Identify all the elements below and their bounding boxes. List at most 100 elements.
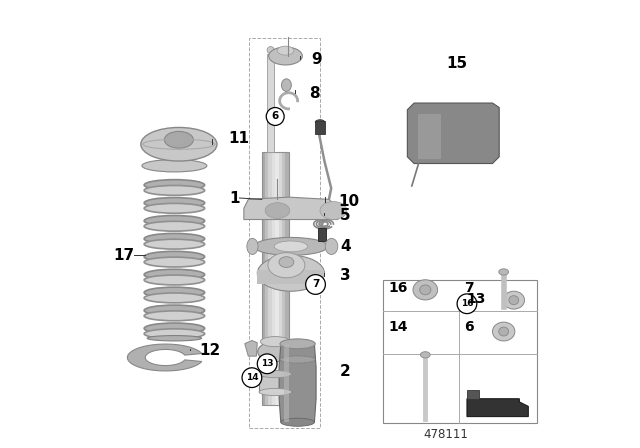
- Ellipse shape: [144, 257, 205, 267]
- Ellipse shape: [144, 305, 205, 316]
- Ellipse shape: [144, 185, 205, 195]
- Polygon shape: [272, 152, 275, 405]
- Text: 17: 17: [113, 248, 134, 263]
- Ellipse shape: [499, 327, 509, 336]
- Ellipse shape: [265, 202, 290, 218]
- Ellipse shape: [260, 336, 290, 347]
- Ellipse shape: [144, 203, 205, 213]
- Ellipse shape: [144, 221, 205, 231]
- Text: 5: 5: [340, 207, 351, 223]
- Ellipse shape: [144, 275, 205, 285]
- Ellipse shape: [144, 198, 205, 208]
- Text: 14: 14: [388, 320, 408, 334]
- Ellipse shape: [277, 46, 294, 55]
- Polygon shape: [467, 390, 479, 399]
- Ellipse shape: [316, 120, 324, 125]
- Text: 10: 10: [338, 194, 359, 209]
- Text: 14: 14: [246, 373, 258, 382]
- Text: 13: 13: [261, 359, 273, 368]
- Ellipse shape: [280, 356, 316, 363]
- Polygon shape: [257, 270, 324, 284]
- Polygon shape: [275, 152, 278, 405]
- Text: 8: 8: [308, 86, 319, 101]
- Polygon shape: [244, 197, 338, 220]
- Polygon shape: [407, 103, 499, 164]
- Ellipse shape: [503, 291, 525, 309]
- Text: 7: 7: [312, 280, 319, 289]
- Ellipse shape: [144, 329, 205, 339]
- Polygon shape: [318, 228, 326, 241]
- Ellipse shape: [282, 79, 291, 91]
- Ellipse shape: [281, 418, 314, 426]
- Polygon shape: [259, 374, 291, 392]
- Circle shape: [242, 368, 262, 388]
- Text: 16: 16: [461, 299, 473, 308]
- Ellipse shape: [144, 180, 205, 190]
- Text: 1: 1: [229, 190, 239, 206]
- Text: 12: 12: [199, 343, 220, 358]
- Ellipse shape: [144, 323, 205, 334]
- Polygon shape: [282, 152, 285, 405]
- Polygon shape: [467, 399, 529, 417]
- Polygon shape: [265, 152, 269, 405]
- Polygon shape: [284, 344, 289, 422]
- Ellipse shape: [279, 257, 294, 267]
- Ellipse shape: [269, 47, 302, 65]
- Polygon shape: [383, 280, 538, 423]
- Polygon shape: [418, 114, 441, 159]
- Ellipse shape: [268, 253, 305, 278]
- Text: 2: 2: [340, 364, 351, 379]
- Ellipse shape: [259, 370, 291, 378]
- Ellipse shape: [144, 293, 205, 303]
- Ellipse shape: [247, 238, 258, 254]
- Ellipse shape: [144, 311, 205, 321]
- Ellipse shape: [144, 287, 205, 298]
- Ellipse shape: [280, 339, 316, 349]
- Ellipse shape: [147, 336, 202, 341]
- Ellipse shape: [420, 285, 431, 295]
- Ellipse shape: [493, 322, 515, 341]
- Ellipse shape: [275, 241, 307, 252]
- Text: 4: 4: [340, 239, 351, 254]
- Text: 6: 6: [464, 320, 474, 334]
- Text: 6: 6: [271, 112, 279, 121]
- Circle shape: [257, 354, 277, 374]
- Circle shape: [306, 275, 325, 294]
- Ellipse shape: [267, 47, 275, 54]
- Polygon shape: [316, 121, 324, 134]
- Ellipse shape: [258, 341, 292, 362]
- Polygon shape: [269, 152, 272, 405]
- Text: 9: 9: [311, 52, 322, 67]
- Ellipse shape: [259, 388, 291, 396]
- Ellipse shape: [509, 296, 518, 305]
- Text: 16: 16: [388, 281, 408, 295]
- Text: 3: 3: [340, 268, 351, 283]
- Polygon shape: [278, 152, 282, 405]
- Text: 478111: 478111: [423, 428, 468, 441]
- Polygon shape: [127, 344, 202, 371]
- Ellipse shape: [325, 238, 338, 254]
- Ellipse shape: [144, 233, 205, 244]
- Ellipse shape: [420, 352, 430, 358]
- Polygon shape: [285, 152, 289, 405]
- Polygon shape: [262, 152, 265, 405]
- Polygon shape: [244, 340, 257, 356]
- Text: 11: 11: [228, 131, 249, 146]
- Ellipse shape: [164, 131, 193, 148]
- Polygon shape: [267, 54, 275, 152]
- Ellipse shape: [144, 239, 205, 249]
- Text: 15: 15: [446, 56, 467, 71]
- Ellipse shape: [254, 237, 328, 255]
- Text: 13: 13: [467, 292, 486, 306]
- Ellipse shape: [320, 202, 347, 220]
- Ellipse shape: [499, 269, 509, 275]
- Ellipse shape: [144, 251, 205, 262]
- Polygon shape: [279, 344, 316, 422]
- Circle shape: [457, 294, 477, 314]
- Ellipse shape: [413, 280, 438, 300]
- Circle shape: [266, 108, 284, 125]
- Ellipse shape: [141, 127, 217, 161]
- Ellipse shape: [144, 269, 205, 280]
- Ellipse shape: [142, 159, 207, 172]
- Text: 7: 7: [464, 281, 474, 295]
